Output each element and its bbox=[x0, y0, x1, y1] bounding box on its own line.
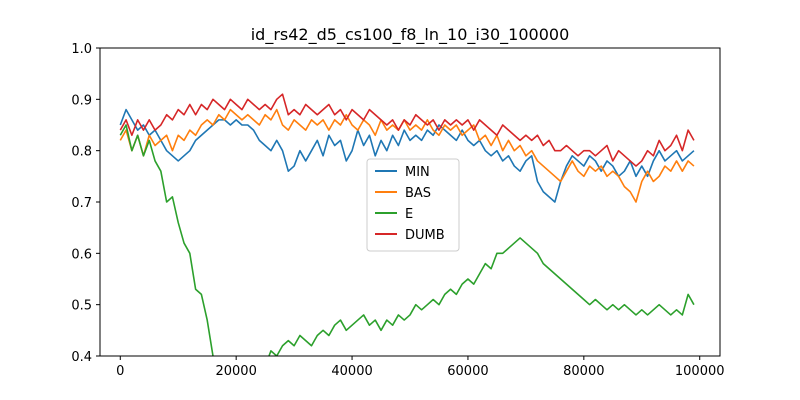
x-tick-label: 60000 bbox=[447, 364, 488, 379]
legend: MIN BAS E DUMB bbox=[366, 158, 460, 252]
y-tick-label: 0.6 bbox=[71, 247, 92, 262]
x-tick-label: 80000 bbox=[563, 364, 604, 379]
legend-label-dumb: DUMB bbox=[405, 228, 445, 243]
y-tick-label: 1.0 bbox=[71, 42, 92, 57]
series-line-e bbox=[119, 124, 695, 356]
series-line-min bbox=[119, 108, 695, 203]
y-tick-label: 0.9 bbox=[71, 93, 92, 108]
legend-box bbox=[366, 158, 460, 252]
x-axis: 0 20000 40000 60000 80000 100000 bbox=[116, 356, 725, 379]
y-tick-label: 0.5 bbox=[71, 299, 92, 314]
y-tick-label: 0.8 bbox=[71, 145, 92, 160]
x-tick-label: 20000 bbox=[215, 364, 256, 379]
x-tick-label: 0 bbox=[116, 364, 124, 379]
y-tick-label: 0.7 bbox=[71, 196, 92, 211]
x-tick-label: 40000 bbox=[331, 364, 372, 379]
y-tick-label: 0.4 bbox=[71, 350, 92, 365]
legend-label-min: MIN bbox=[405, 165, 430, 180]
series-line-dumb bbox=[119, 93, 695, 167]
series-layer bbox=[119, 93, 695, 356]
legend-label-bas: BAS bbox=[405, 186, 431, 201]
legend-label-e: E bbox=[405, 207, 413, 222]
x-tick-label: 100000 bbox=[675, 364, 725, 379]
series-line-bas bbox=[119, 108, 695, 203]
y-axis: 0.4 0.5 0.6 0.7 0.8 0.9 1.0 bbox=[71, 42, 100, 365]
chart-title: id_rs42_d5_cs100_f8_ln_10_i30_100000 bbox=[251, 25, 570, 45]
